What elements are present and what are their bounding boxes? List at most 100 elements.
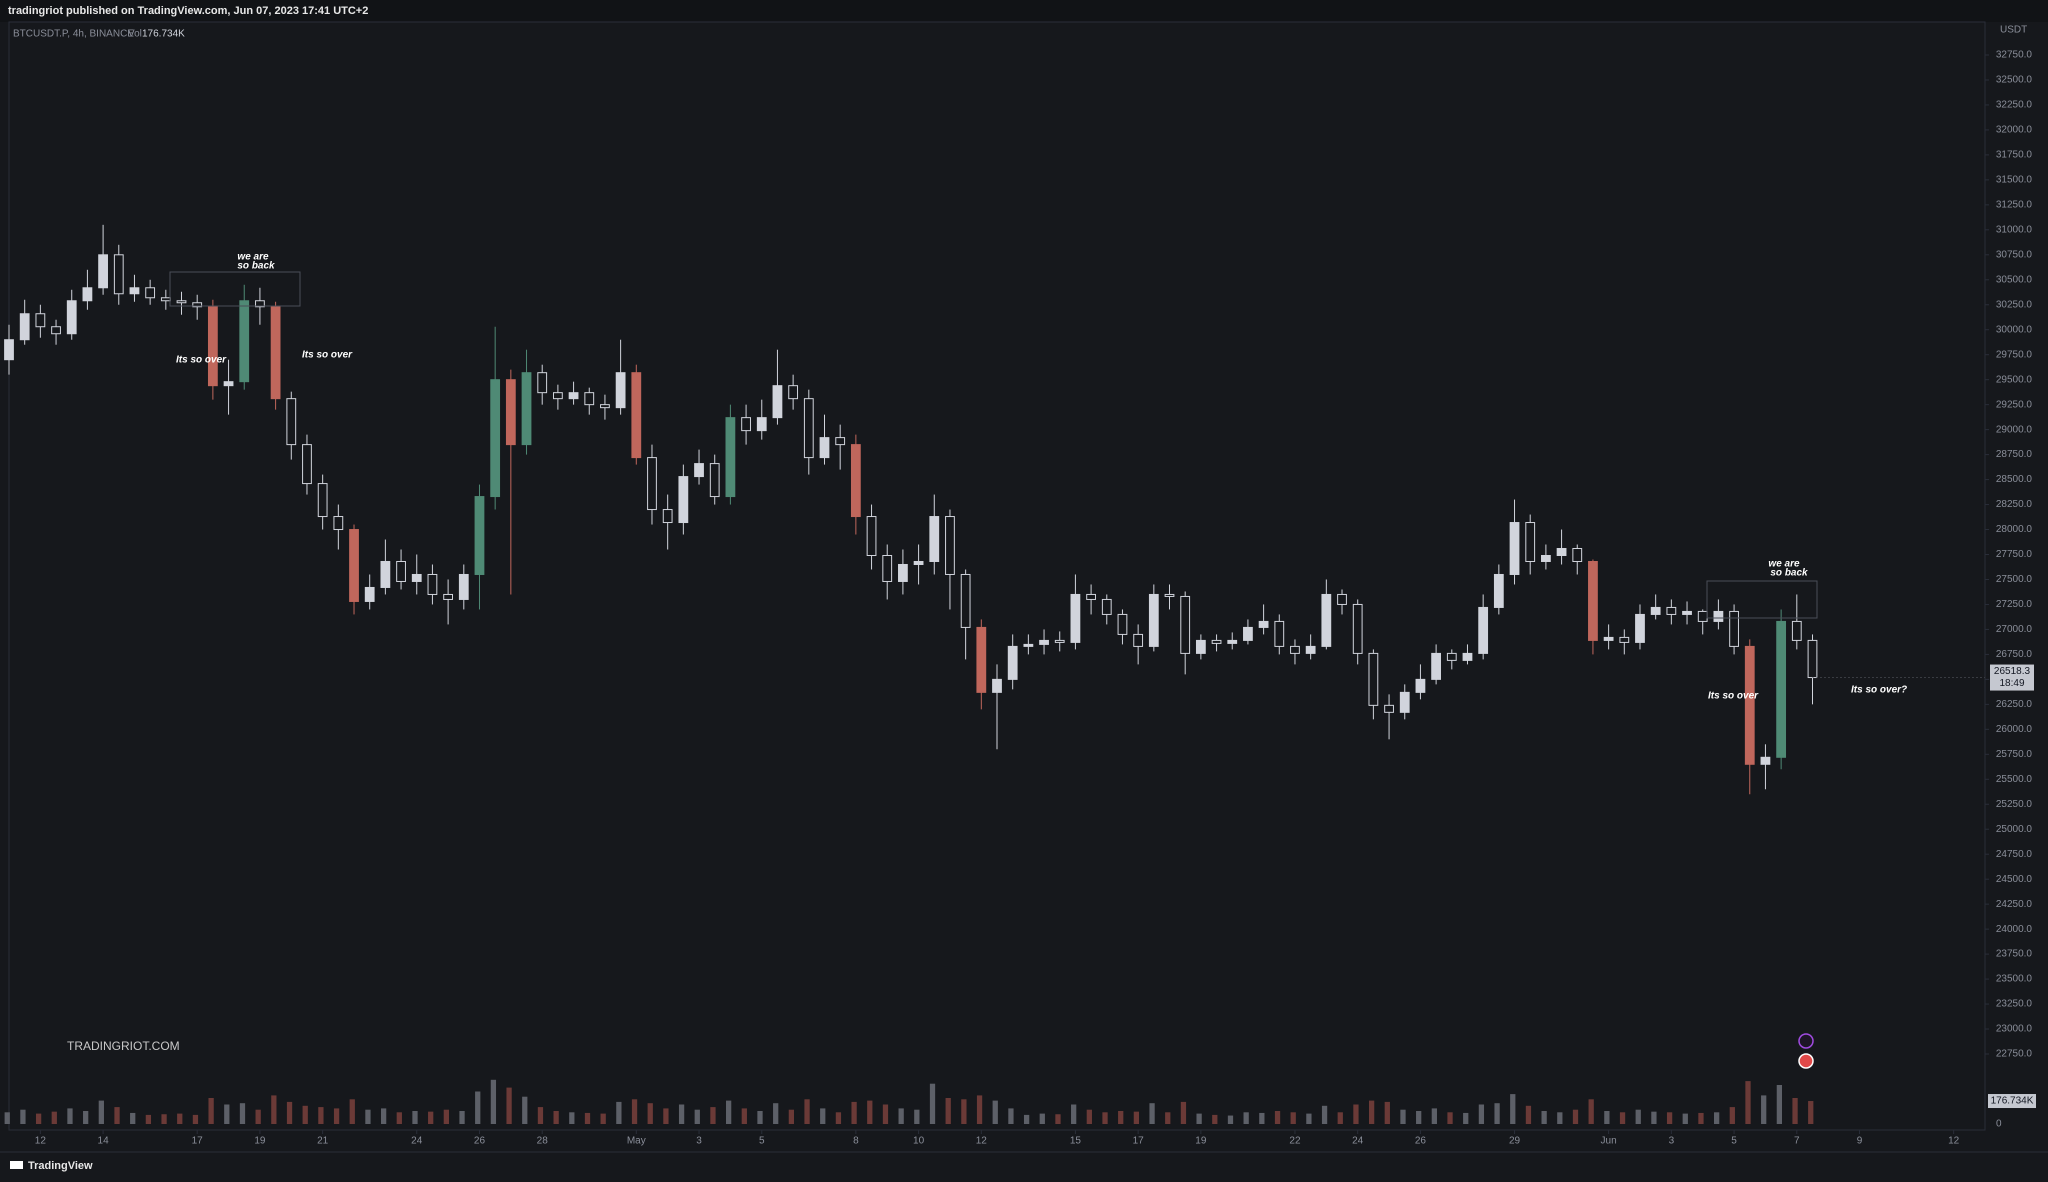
y-tick-label: 31250.0 — [1996, 199, 2033, 210]
volume-bar — [1682, 1113, 1688, 1124]
y-tick-label: 25250.0 — [1996, 799, 2033, 810]
volume-bar — [459, 1111, 465, 1124]
candle-body — [1290, 645, 1300, 654]
volume-bar — [83, 1111, 89, 1124]
candle-body — [678, 476, 689, 524]
volume-bar — [1619, 1112, 1626, 1124]
volume-bar — [1431, 1108, 1437, 1124]
candle-body — [1446, 652, 1457, 661]
y-tick-label: 30500.0 — [1996, 274, 2033, 285]
volume-bar — [1337, 1112, 1343, 1124]
volume-bar — [1651, 1111, 1657, 1124]
volume-bar — [647, 1103, 653, 1124]
watermark: TRADINGRIOT.COM — [67, 1039, 180, 1053]
candle-body — [51, 326, 61, 335]
x-tick-label: 10 — [913, 1136, 925, 1147]
candle-body — [568, 392, 579, 400]
volume-bar — [584, 1112, 591, 1124]
volume-bar — [1745, 1081, 1751, 1124]
x-tick-label: 8 — [853, 1136, 859, 1147]
volume-bar — [475, 1091, 481, 1124]
x-tick-label: 19 — [1195, 1136, 1207, 1147]
candle-body — [1462, 652, 1473, 661]
x-tick-label: 7 — [1794, 1136, 1800, 1147]
y-tick-label: 29500.0 — [1996, 374, 2033, 385]
event-icon[interactable] — [1798, 1053, 1814, 1069]
y-tick-label: 23500.0 — [1996, 974, 2033, 985]
candle-body — [1650, 606, 1661, 615]
candle-body — [207, 306, 218, 387]
candle-body — [1039, 639, 1049, 645]
volume-bar — [1071, 1104, 1077, 1124]
y-tick-label: 31500.0 — [1996, 175, 2033, 186]
candle-body — [866, 516, 877, 556]
candle-body — [239, 300, 250, 383]
volume-bar — [1808, 1101, 1814, 1124]
volume-bar — [1541, 1111, 1547, 1124]
volume-bar — [804, 1099, 810, 1124]
candle-body — [82, 287, 93, 302]
y-tick-label: 23250.0 — [1996, 999, 2033, 1010]
volume-bar — [726, 1100, 732, 1124]
candle-body — [1525, 522, 1536, 562]
x-tick-label: 5 — [759, 1136, 765, 1147]
volume-bar — [192, 1114, 199, 1124]
x-tick-label: 17 — [192, 1136, 204, 1147]
volume-bar — [365, 1109, 371, 1124]
candle-body — [192, 302, 203, 308]
y-tick-label: 32750.0 — [1996, 50, 2033, 61]
volume-bar — [286, 1101, 293, 1124]
volume-bar — [1274, 1111, 1281, 1124]
annotation: we are — [237, 252, 269, 263]
volume-bar — [1086, 1109, 1092, 1124]
event-icon[interactable] — [1798, 1033, 1814, 1049]
y-tick-label: 23000.0 — [1996, 1024, 2033, 1035]
candle-body — [35, 313, 46, 328]
y-tick-label: 25000.0 — [1996, 824, 2033, 835]
candle-body — [1101, 598, 1112, 615]
brand-logo — [10, 1161, 23, 1169]
volume-bar — [4, 1112, 10, 1124]
candle-body — [396, 560, 406, 582]
volume-bar — [1447, 1112, 1453, 1124]
volume-bar — [992, 1100, 998, 1124]
candle-body — [19, 313, 30, 341]
volume-bar — [396, 1112, 402, 1124]
candle-body — [1807, 639, 1818, 679]
candle-body — [458, 573, 469, 600]
volume-bar — [1102, 1112, 1108, 1124]
y-tick-label: 29750.0 — [1996, 349, 2033, 360]
candle-body — [1572, 548, 1583, 562]
candle-body — [1540, 554, 1551, 562]
y-tick-label: 26000.0 — [1996, 724, 2033, 735]
volume-title: Vol — [128, 29, 142, 40]
candle-body — [1180, 595, 1191, 654]
candle-body — [1133, 633, 1144, 647]
annotation: so back — [1770, 568, 1808, 579]
volume-bar — [835, 1112, 842, 1124]
candle-body — [898, 563, 908, 582]
candle-body — [1227, 639, 1238, 644]
volume-bar — [976, 1095, 983, 1124]
volume-bar — [177, 1113, 183, 1124]
volume-bar — [1290, 1112, 1296, 1124]
candle-body — [270, 306, 281, 400]
last-price-label: 26518.3 — [1994, 666, 2031, 677]
volume-bar — [694, 1109, 700, 1124]
annotation: we are — [1768, 559, 1800, 570]
x-tick-label: 28 — [537, 1136, 549, 1147]
candle-body — [302, 444, 312, 485]
volume-bar — [224, 1104, 230, 1124]
candle-body — [960, 573, 971, 628]
volume-bar — [945, 1098, 951, 1124]
x-tick-label: 19 — [254, 1136, 266, 1147]
x-tick-label: 12 — [976, 1136, 988, 1147]
last-volume-label: 176.734K — [1991, 1096, 2034, 1107]
volume-bar — [1243, 1112, 1249, 1124]
y-tick-label: 30250.0 — [1996, 299, 2033, 310]
candle-body — [427, 573, 438, 595]
candle-body — [1729, 610, 1739, 647]
y-tick-label: 24750.0 — [1996, 849, 2033, 860]
candle-body — [1603, 636, 1614, 641]
